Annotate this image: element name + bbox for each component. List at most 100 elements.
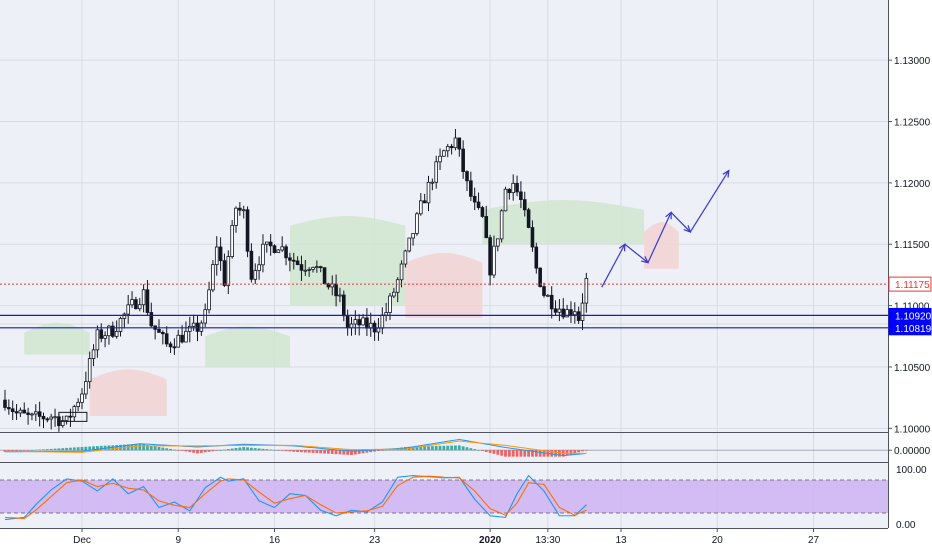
candle-body-up [280,246,284,251]
arrow-segment[interactable] [624,243,649,264]
candle-body-up [445,146,450,152]
macd-histogram-bar [496,450,500,455]
candle-body-up [230,224,234,257]
candle-body-down [341,294,346,317]
candle-body-up [126,304,131,315]
candle [68,408,73,428]
candle [99,323,104,343]
macd-histogram-bar [242,446,246,451]
macd-histogram-bar [161,447,165,451]
macd-tick-label: 0.00000 [894,446,931,457]
cloud-segment-green [205,326,290,367]
macd-histogram-bar [230,448,234,451]
candle-body-up [353,319,358,325]
stoch_k-line [4,474,587,521]
candle [34,404,38,422]
candle [264,241,269,253]
candle-body-up [503,188,508,212]
candle-body-up [499,210,504,240]
price-label[interactable]: 1.11175 [888,276,932,292]
candle-body-down [291,259,296,262]
time-tick-label: 23 [369,535,381,546]
price-label-text: 1.11175 [895,280,930,291]
macd-histogram-bar [527,450,530,457]
candle-body-up [64,415,69,421]
time-tick-label: 13:30 [535,535,560,546]
macd-line [4,438,587,457]
macd-histogram-bar [15,450,18,452]
candle [291,252,296,270]
macd-histogram-bar [65,447,68,451]
candle [445,143,450,158]
candle [234,206,238,233]
candle [130,291,134,308]
candle-body-up [103,335,107,339]
macd-histogram-bar [481,450,484,451]
macd-histogram-bar [419,446,423,451]
candle [18,407,23,418]
candle [91,344,96,367]
price-axis[interactable]: 1.13000 1.12500 1.12000 1.11500 1.11000 1.105… [888,0,932,550]
candle-body-up [399,263,404,281]
candle [553,300,558,316]
candle-body-down [522,199,527,211]
candle-body-up [261,243,265,266]
price-label[interactable]: 1.10819 [888,320,932,336]
candle [14,404,19,420]
candle [422,193,427,204]
candle [415,211,419,236]
candle [111,321,115,339]
price-tick-label: 1.10500 [894,363,931,374]
price-tick-label: 1.11000 [894,302,930,313]
time-tick-label: 27 [808,535,820,546]
arrow-segment[interactable] [601,243,626,288]
candle-body-down [476,201,481,208]
candle [461,140,465,179]
macd-pane [0,438,888,457]
candle-body-down [461,148,465,172]
candle-body-up [49,416,53,420]
arrow-segment[interactable] [647,212,672,263]
price-label-box [888,276,932,292]
candle-body-up [349,323,354,329]
candle [53,408,57,427]
candle-body-down [68,415,73,418]
candle-body-up [430,181,435,184]
candle-body-up [203,309,208,324]
macd-histogram-bar [357,450,361,454]
candle-body-up [546,294,550,297]
macd-histogram-bar [199,450,203,453]
arrow-segment[interactable] [670,211,691,233]
candle-body-up [376,327,381,333]
macd-histogram-bar [342,450,346,455]
candle-body-up [176,334,181,348]
candle [276,249,281,253]
candle-body-down [168,343,173,348]
macd-histogram-bar [84,446,88,451]
macd-histogram-bar [565,450,569,456]
candle-body-down [180,334,184,343]
candle [484,205,489,239]
time-tick-label: 16 [269,535,281,546]
candle [357,314,361,336]
macd-histogram-bar [88,446,92,451]
macd-histogram-bar [534,450,538,457]
time-tick-label: 20 [712,535,724,546]
stoch_d-line [4,475,587,520]
candle-body-up [122,313,127,319]
macd-histogram-bar [157,446,161,451]
macd-histogram-bar [203,450,207,453]
time-axis[interactable]: Dec 9 16 23 2020 13:30 13 20 27 [0,528,932,550]
projection-arrows[interactable] [601,169,730,288]
candle [211,259,215,293]
candle-body-down [422,200,427,204]
candle [172,338,177,355]
candle [469,171,473,202]
candle [430,178,435,191]
candle [10,400,15,420]
candle-body-down [268,241,273,247]
candle-body-up [557,308,562,313]
arrow-segment[interactable] [689,170,730,233]
